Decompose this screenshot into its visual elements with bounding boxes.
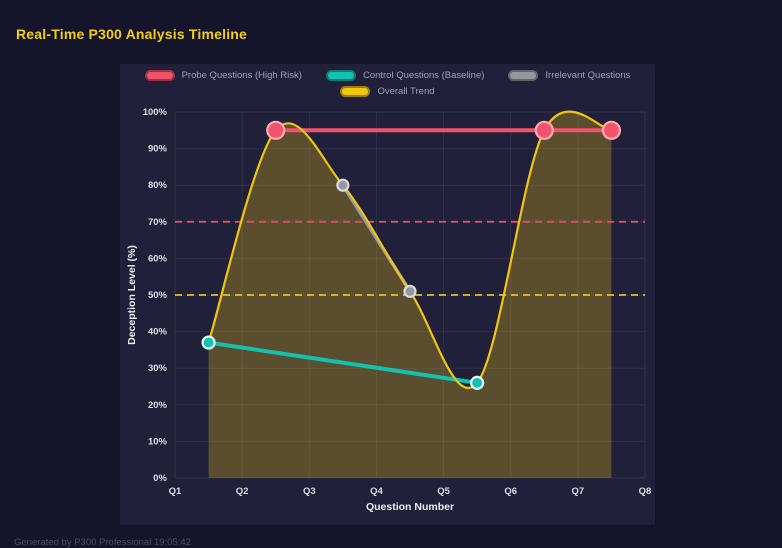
- legend-row-2: Overall Trend: [340, 86, 435, 97]
- svg-text:100%: 100%: [143, 107, 168, 118]
- chart-panel: Probe Questions (High Risk) Control Ques…: [120, 64, 655, 525]
- svg-text:70%: 70%: [148, 217, 168, 228]
- legend-item-control[interactable]: Control Questions (Baseline): [325, 70, 485, 81]
- legend-item-irrelevant[interactable]: Irrelevant Questions: [508, 70, 630, 81]
- legend-swatch-probe-icon: [144, 70, 175, 81]
- svg-text:10%: 10%: [148, 436, 168, 447]
- legend-label-probe: Probe Questions (High Risk): [181, 70, 302, 81]
- svg-text:20%: 20%: [148, 400, 168, 411]
- legend-swatch-irrelevant-icon: [508, 70, 539, 81]
- svg-text:Q1: Q1: [169, 486, 182, 497]
- footer-note: Generated by P300 Professional 19:05:42: [14, 537, 191, 548]
- legend-item-probe[interactable]: Probe Questions (High Risk): [144, 70, 302, 81]
- svg-text:Q5: Q5: [437, 486, 450, 497]
- svg-text:90%: 90%: [148, 144, 168, 155]
- legend-item-trend[interactable]: Overall Trend: [340, 86, 435, 97]
- legend-swatch-trend-icon: [340, 86, 371, 97]
- legend-label-trend: Overall Trend: [377, 86, 435, 97]
- svg-text:Q2: Q2: [236, 486, 249, 497]
- svg-text:50%: 50%: [148, 290, 168, 301]
- svg-text:Q8: Q8: [639, 486, 652, 497]
- svg-text:Q7: Q7: [572, 486, 585, 497]
- svg-text:30%: 30%: [148, 363, 168, 374]
- legend-label-control: Control Questions (Baseline): [362, 70, 485, 81]
- svg-text:0%: 0%: [153, 473, 167, 484]
- timeline-chart: Q1 Q2 Q3 Q4 Q5 Q6 Q7 Q8 0% 10% 20% 30% 40% 50% 60% 70% 8…: [126, 107, 652, 513]
- legend-label-irrelevant: Irrelevant Questions: [545, 70, 631, 81]
- legend-swatch-control-icon: [325, 70, 356, 81]
- svg-text:Q3: Q3: [303, 486, 316, 497]
- svg-text:Question Number: Question Number: [366, 501, 454, 513]
- svg-text:80%: 80%: [148, 180, 168, 191]
- svg-text:Deception Level (%): Deception Level (%): [126, 245, 138, 345]
- svg-text:Q4: Q4: [370, 486, 383, 497]
- chart-legend: Probe Questions (High Risk) Control Ques…: [120, 70, 655, 97]
- svg-text:60%: 60%: [148, 253, 168, 264]
- svg-text:40%: 40%: [148, 327, 168, 338]
- page-title: Real-Time P300 Analysis Timeline: [16, 26, 248, 42]
- legend-row-1: Probe Questions (High Risk) Control Ques…: [144, 70, 630, 81]
- svg-text:Q6: Q6: [504, 486, 517, 497]
